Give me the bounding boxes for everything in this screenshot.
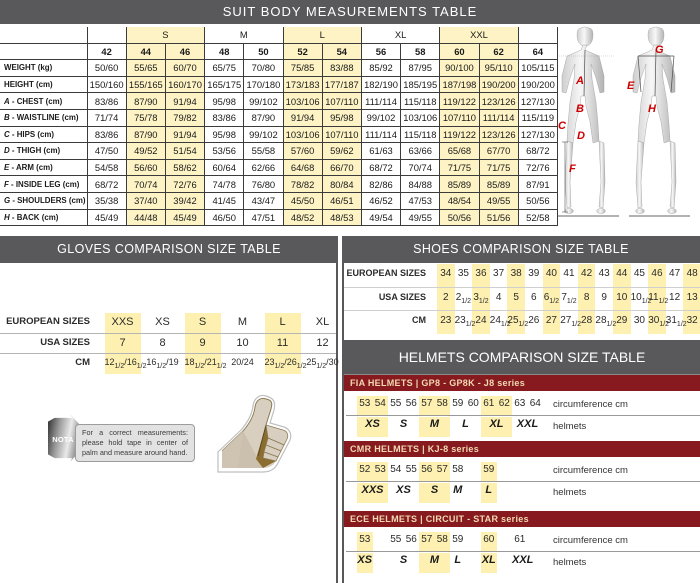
svg-text:F: F: [569, 163, 576, 175]
svg-text:C: C: [558, 120, 567, 132]
svg-text:A: A: [575, 75, 584, 87]
svg-text:E: E: [627, 80, 635, 92]
svg-text:H: H: [648, 103, 657, 115]
svg-text:D: D: [577, 130, 585, 142]
svg-text:B: B: [576, 103, 584, 115]
svg-text:G: G: [655, 44, 664, 56]
